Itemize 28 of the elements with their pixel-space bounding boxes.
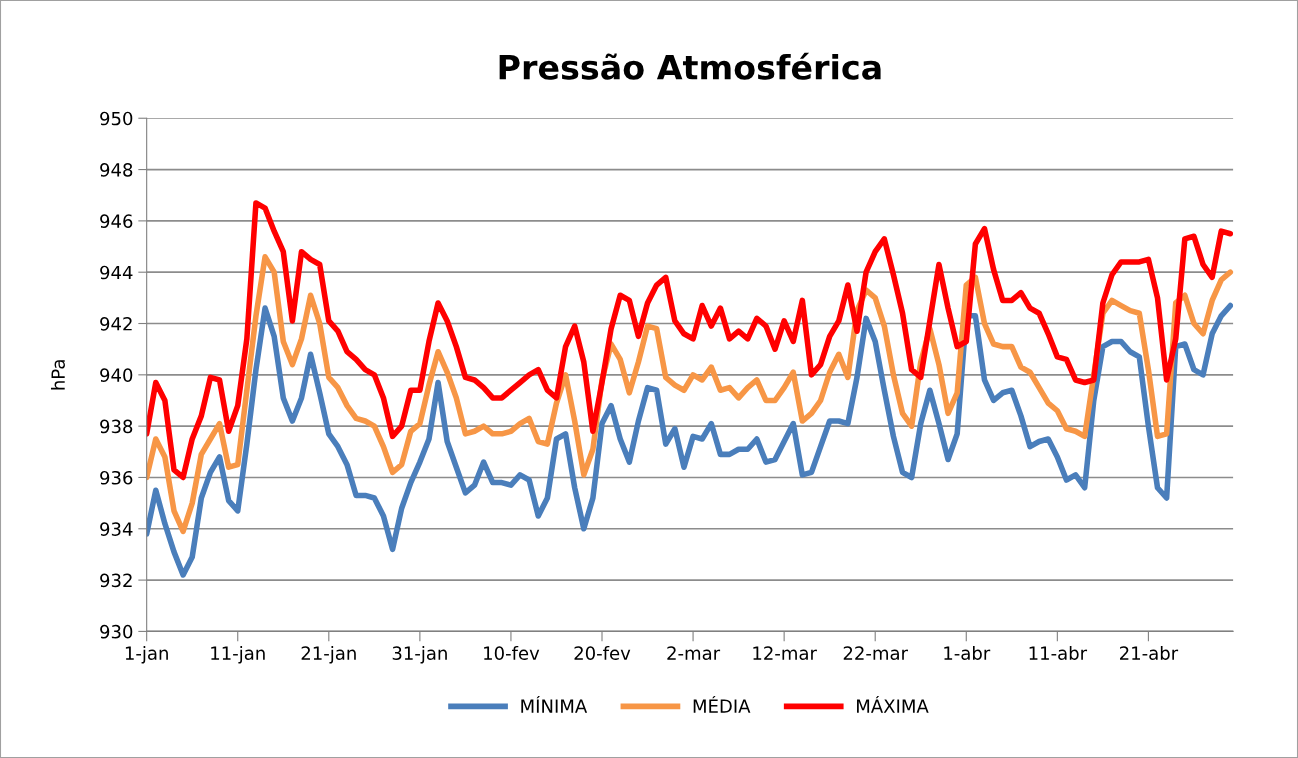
y-tick-label: 946 [100,214,133,228]
x-tick-label: 22-mar [843,646,908,660]
legend-label: MÍNIMA [521,696,588,713]
x-tick-label: 10-fev [484,646,540,660]
x-tick-label: 1-abr [944,646,991,660]
x-tick-label: 1-jan [125,646,168,664]
y-tick-label: 938 [100,419,133,434]
x-tick-label: 11-jan [211,646,265,664]
y-tick-label: 932 [100,573,132,588]
x-tick-label: 11-abr [1029,646,1088,660]
y-tick-label: 936 [100,470,133,485]
x-tick-label: 12-mar [753,646,817,660]
y-tick-label: 948 [100,163,133,177]
legend-label: MÉDIA [693,696,751,713]
y-tick-label: 942 [100,316,132,331]
x-tick-label: 20-fev [574,646,631,660]
y-tick-label: 930 [100,624,133,639]
y-tick-label: 940 [100,368,133,382]
y-tick-label: 950 [100,111,133,126]
y-tick-label: 944 [100,265,133,280]
y-tick-label: 934 [100,522,133,536]
x-tick-label: 2-mar [667,646,721,660]
x-tick-label: 21-jan [301,646,356,664]
y-axis-title: hPa [50,360,65,390]
x-tick-label: 31-jan [392,646,447,664]
chart-title: Pressão Atmosférica [499,52,881,80]
legend-label: MÁXIMA [857,696,929,713]
x-tick-label: 21-abr [1120,646,1179,660]
